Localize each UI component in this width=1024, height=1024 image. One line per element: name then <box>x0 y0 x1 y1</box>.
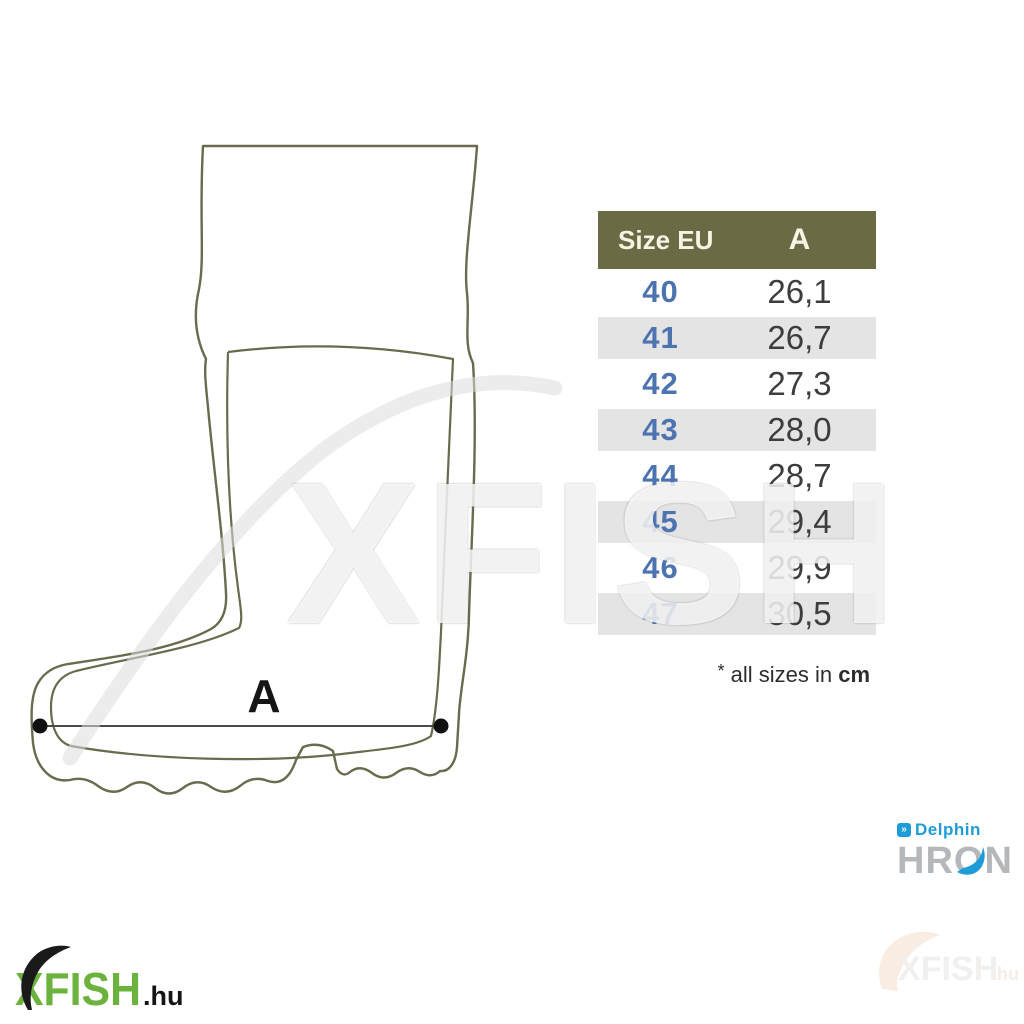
size-table-header: Size EU A <box>598 211 876 269</box>
size-cell: 45 <box>642 504 679 539</box>
measurement-dot-right <box>433 718 449 734</box>
size-table: Size EU A 40 26,1 41 26,7 42 27,3 43 28,… <box>598 211 876 637</box>
corner-watermark-swoosh-icon <box>879 931 940 991</box>
value-cell: 29,4 <box>767 503 832 540</box>
size-cell: 40 <box>642 274 679 309</box>
measurement-label: A <box>247 670 280 722</box>
hron-o-swoosh-icon <box>957 847 985 875</box>
value-cell: 27,3 <box>767 365 832 402</box>
value-cell: 29,9 <box>767 549 832 586</box>
table-row: 44 28,7 <box>598 453 876 499</box>
table-row: 43 28,0 <box>598 407 876 453</box>
measurement-dot-left <box>32 718 48 734</box>
table-row: 42 27,3 <box>598 361 876 407</box>
unit-cm: cm <box>838 662 870 687</box>
size-cell: 47 <box>642 596 679 631</box>
corner-watermark-tld: .hu <box>992 964 1019 984</box>
table-row: 40 26,1 <box>598 269 876 315</box>
corner-watermark: XFISH .hu <box>879 931 1019 991</box>
units-note: * all sizes in cm <box>717 661 870 687</box>
xfish-hu-logo: XFISH .hu <box>15 945 184 1015</box>
col-header-size-eu: Size EU <box>618 224 714 255</box>
size-cell: 42 <box>642 366 679 401</box>
brand-block: » Delphin HRON <box>897 820 1024 880</box>
asterisk: * <box>717 661 725 681</box>
table-row: 46 29,9 <box>598 545 876 591</box>
size-cell: 43 <box>642 412 679 447</box>
size-cell: 46 <box>642 550 679 585</box>
table-row: 41 26,7 <box>598 315 876 361</box>
size-cell: 44 <box>642 458 679 493</box>
delphin-logo-icon: » <box>897 823 911 837</box>
delphin-wordmark: Delphin <box>915 820 981 839</box>
value-cell: 28,7 <box>767 457 832 494</box>
hron-series-name: HRON <box>897 840 1013 882</box>
col-header-a: A <box>788 223 811 256</box>
value-cell: 26,1 <box>767 273 832 310</box>
boot-diagram: A <box>30 144 479 795</box>
xfish-logo-tld: .hu <box>143 981 184 1011</box>
value-cell: 26,7 <box>767 319 832 356</box>
size-cell: 41 <box>642 320 679 355</box>
value-cell: 30,5 <box>767 595 832 632</box>
table-row: 47 30,5 <box>598 591 876 637</box>
xfish-hook-swoosh-icon <box>21 945 71 1010</box>
table-row: 45 29,4 <box>598 499 876 545</box>
corner-watermark-text: XFISH <box>898 950 998 988</box>
value-cell: 28,0 <box>767 411 832 448</box>
